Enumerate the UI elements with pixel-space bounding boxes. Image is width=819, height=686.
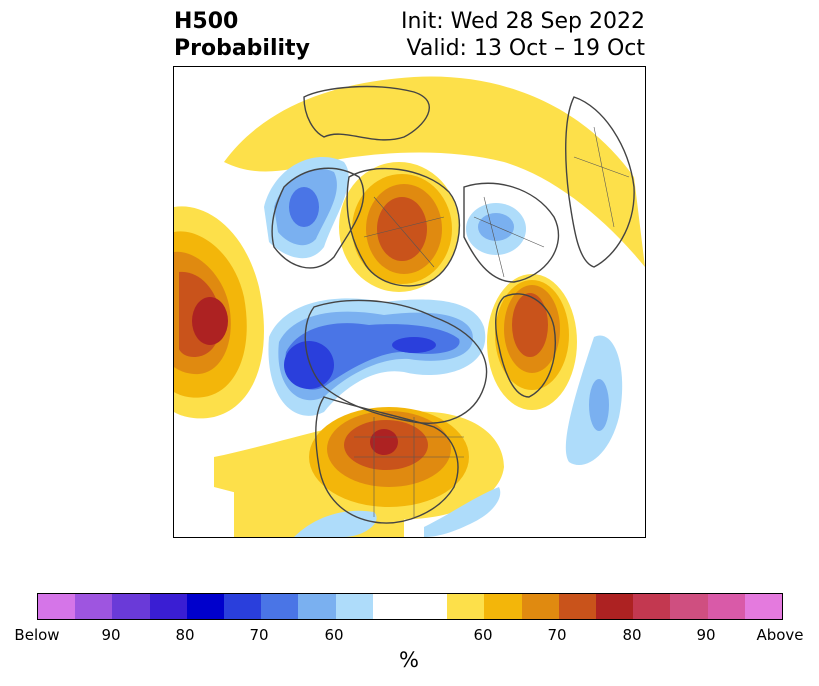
title-right: Init: Wed 28 Sep 2022 Valid: 13 Oct – 19… [401, 8, 645, 62]
colorbar-cell-below-8 [335, 594, 373, 619]
anomaly-above-siberia-75 [377, 197, 427, 261]
tick-above-90: 90 [696, 626, 716, 644]
colorbar-cell-above-4 [596, 594, 634, 619]
colorbar-cell-above-7 [707, 594, 745, 619]
anomaly-above-pacific-80 [192, 297, 228, 345]
colorbar [37, 593, 783, 620]
map-svg [174, 67, 645, 537]
title-left: H500 Probability [174, 8, 310, 62]
probability-map [173, 66, 646, 538]
colorbar-cell-above-1 [484, 594, 522, 619]
colorbar-cell-below-4 [186, 594, 225, 619]
tick-below-70: 70 [249, 626, 269, 644]
colorbar-cell-below-5 [224, 594, 262, 619]
colorbar-cell-neutral [372, 594, 448, 619]
tick-below-90: 90 [101, 626, 121, 644]
anomaly-above-greenland-75 [512, 293, 548, 357]
anomaly-below-atlantic-65 [589, 379, 609, 431]
colorbar-cell-above-3 [558, 594, 597, 619]
anomaly-below-canada-75 [392, 337, 436, 353]
tick-above-60: 60 [473, 626, 493, 644]
colorbar-cell-above-5 [633, 594, 671, 619]
init-date: Init: Wed 28 Sep 2022 [401, 9, 645, 34]
colorbar-cell-above-8 [744, 594, 783, 619]
valid-range: Valid: 13 Oct – 19 Oct [406, 36, 645, 61]
anomaly-above-us-80 [370, 429, 398, 455]
anomaly-above-arctic-band [224, 76, 645, 267]
colorbar-cell-above-0 [447, 594, 485, 619]
tick-above-70: 70 [547, 626, 567, 644]
graticule-borders [354, 126, 630, 517]
anomaly-below-subtropical [424, 487, 501, 537]
colorbar-cell-below-1 [75, 594, 113, 619]
tick-above: Above [756, 626, 804, 644]
tick-below: Below [14, 626, 60, 644]
colorbar-cell-below-0 [38, 594, 76, 619]
title-product: Probability [174, 36, 310, 61]
title-variable: H500 [174, 9, 239, 34]
anomaly-below-alaska-75 [284, 341, 334, 389]
tick-above-80: 80 [622, 626, 642, 644]
anomaly-below-siberia-70 [289, 187, 319, 227]
colorbar-cell-below-7 [298, 594, 336, 619]
tick-below-60: 60 [324, 626, 344, 644]
colorbar-unit-label: % [399, 648, 419, 672]
tick-below-80: 80 [175, 626, 195, 644]
anomaly-below-asia-65 [478, 213, 514, 241]
colorbar-cell-above-2 [521, 594, 559, 619]
colorbar-cell-below-3 [149, 594, 187, 619]
coastlines [271, 85, 635, 524]
colorbar-cell-above-6 [670, 594, 708, 619]
colorbar-cell-below-6 [261, 594, 299, 619]
colorbar-cell-below-2 [112, 594, 150, 619]
